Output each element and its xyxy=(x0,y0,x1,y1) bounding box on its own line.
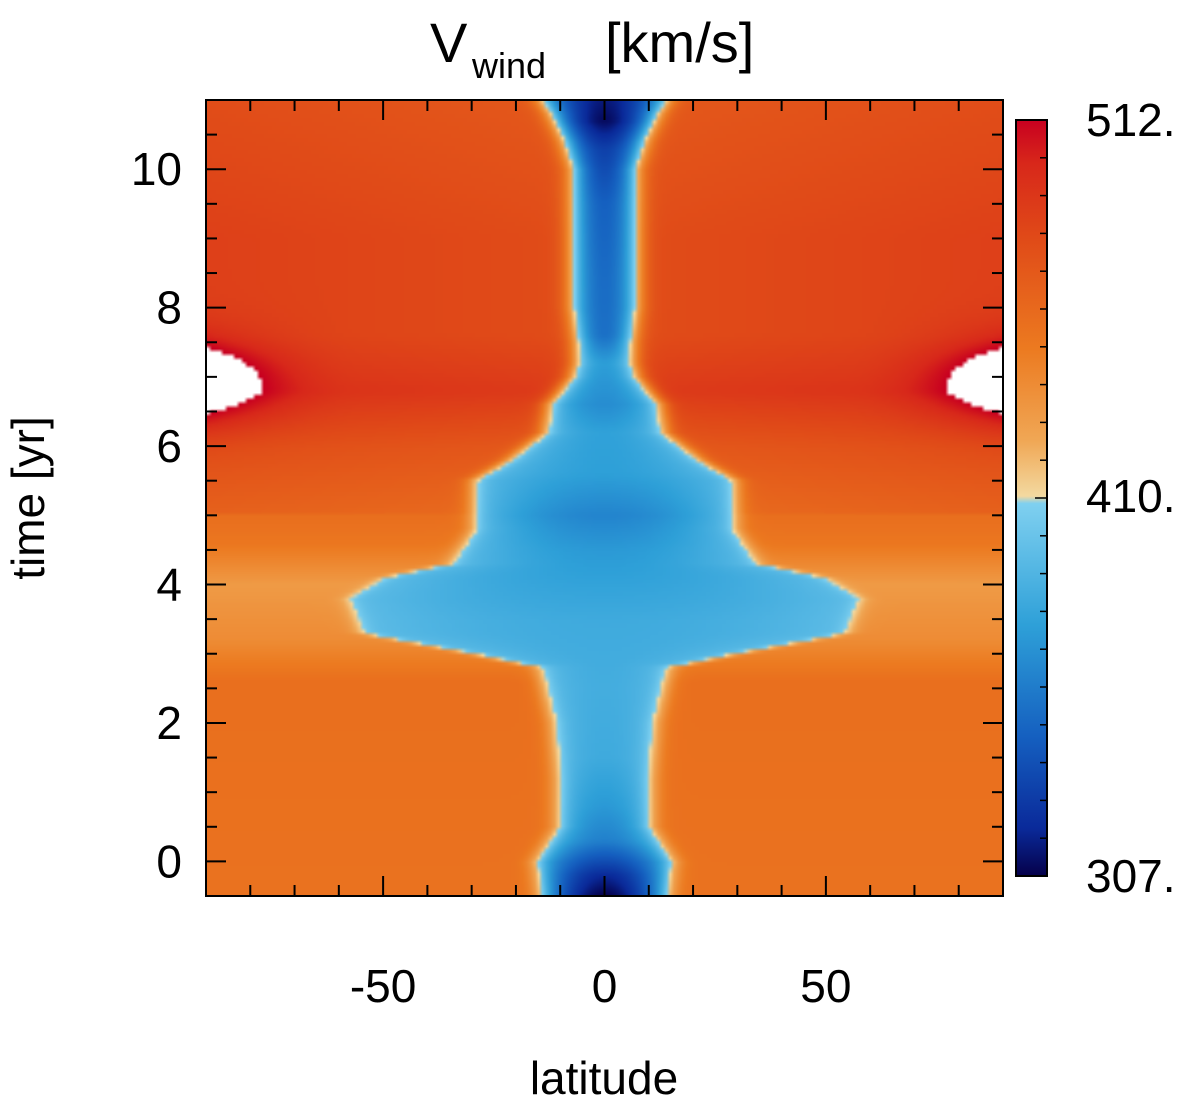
y-tick-label: 10 xyxy=(131,143,182,195)
y-tick-label: 4 xyxy=(156,559,182,611)
chart-title: V wind [km/s] xyxy=(430,11,754,86)
plot-area xyxy=(206,100,1003,896)
x-axis-label: latitude xyxy=(530,1052,678,1104)
x-tick-label: -50 xyxy=(350,960,416,1012)
heatmap-image xyxy=(206,100,1003,896)
y-axis-ticks xyxy=(206,99,1003,863)
y-tick-label: 0 xyxy=(156,835,182,887)
title-units: [km/s] xyxy=(605,11,754,74)
y-tick-label: 2 xyxy=(156,697,182,749)
x-axis-ticks xyxy=(249,100,960,896)
colorbar-label: 307. xyxy=(1086,850,1176,902)
y-axis-label: time [yr] xyxy=(2,416,54,580)
x-axis-tick-labels: -50 0 50 xyxy=(350,960,852,1012)
y-axis-tick-labels: 0 2 4 6 8 10 xyxy=(131,143,182,887)
x-tick-label: 50 xyxy=(800,960,851,1012)
colorbar-label: 512. xyxy=(1086,94,1176,146)
colorbar-label: 410. xyxy=(1086,470,1176,522)
y-tick-label: 8 xyxy=(156,282,182,334)
title-subscript: wind xyxy=(471,45,546,86)
colorbar: 512. 410. 307. xyxy=(1015,94,1176,902)
title-symbol: V xyxy=(430,11,468,74)
y-tick-label: 6 xyxy=(156,420,182,472)
colorbar-frame xyxy=(1015,119,1048,877)
x-tick-label: 0 xyxy=(592,960,618,1012)
colorbar-labels: 512. 410. 307. xyxy=(1086,94,1176,902)
